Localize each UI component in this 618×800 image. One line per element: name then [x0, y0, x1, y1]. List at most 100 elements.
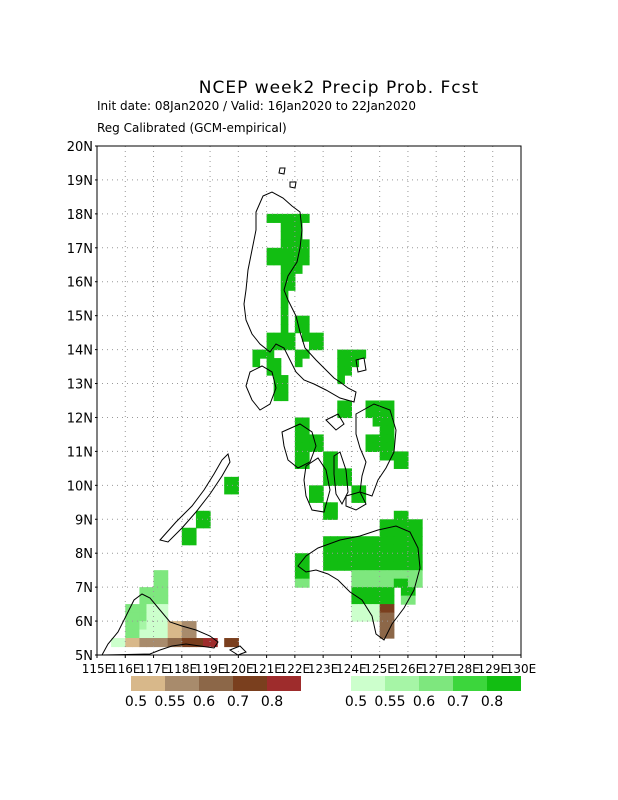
probability-cell	[316, 485, 324, 495]
probability-cell	[344, 476, 352, 486]
probability-cell	[372, 434, 381, 444]
probability-cell	[415, 536, 423, 546]
probability-cell	[139, 612, 148, 622]
probability-cell	[153, 629, 162, 639]
probability-cell	[351, 587, 360, 597]
probability-cell	[407, 578, 416, 588]
probability-cell	[294, 425, 303, 436]
probability-cell	[337, 358, 345, 368]
probability-cell	[294, 434, 303, 444]
probability-cell	[188, 629, 197, 639]
lat-tick-label: 5N	[75, 649, 93, 664]
probability-cell	[153, 570, 162, 580]
probability-cell	[415, 561, 423, 571]
probability-cell	[280, 230, 289, 240]
probability-cell	[146, 587, 155, 597]
lat-tick-label: 20N	[67, 140, 93, 155]
probability-cell	[351, 553, 360, 563]
negros-outline	[303, 457, 331, 513]
probability-cell	[407, 553, 416, 563]
probability-cell	[386, 442, 395, 452]
probability-cell	[294, 459, 303, 469]
probability-cell	[294, 349, 303, 359]
lon-tick-label: 116E	[110, 662, 141, 676]
probability-cell	[379, 612, 388, 622]
probability-cell	[393, 451, 402, 461]
probability-cell	[287, 230, 296, 240]
probability-cell	[301, 451, 310, 461]
probability-cell	[358, 578, 367, 588]
legend-swatch	[131, 676, 165, 691]
probability-cell	[287, 256, 296, 266]
probability-cell	[294, 230, 303, 240]
probability-cell	[174, 629, 183, 639]
probability-cell	[174, 638, 183, 648]
probability-cell	[252, 349, 261, 359]
probability-cell	[351, 349, 360, 359]
probability-cell	[330, 502, 338, 512]
palawan-outline	[159, 453, 231, 543]
probability-cell	[153, 612, 162, 622]
probability-cell	[139, 604, 148, 614]
lon-tick-label: 115E	[82, 662, 113, 676]
above-legend-label: 0.8	[480, 694, 504, 710]
probability-cell	[316, 332, 324, 342]
probability-cell	[379, 595, 388, 605]
probability-cell	[132, 604, 140, 614]
probability-cell	[323, 451, 331, 461]
probability-cells	[111, 213, 423, 648]
probability-cell	[301, 553, 310, 563]
probability-cell	[280, 332, 289, 342]
map-frame	[96, 145, 522, 656]
below-legend-label: 0.5	[124, 694, 148, 710]
probability-cell	[379, 587, 388, 597]
probability-cell	[280, 324, 289, 334]
probability-cell	[379, 544, 388, 554]
probability-cell	[393, 536, 402, 546]
probability-cell	[301, 213, 310, 223]
lat-tick-label: 7N	[75, 581, 93, 596]
probability-cell	[160, 638, 169, 648]
lon-tick-label: 123E	[308, 662, 339, 676]
probability-cell	[132, 621, 140, 631]
probability-cell	[344, 408, 352, 419]
probability-cell	[358, 570, 367, 580]
probability-cell	[407, 536, 416, 546]
probability-cell	[330, 476, 338, 486]
probability-cell	[287, 281, 296, 291]
above-legend-label: 0.55	[374, 694, 406, 710]
probability-cell	[379, 553, 388, 563]
probability-cell	[400, 536, 409, 546]
probability-cell	[400, 544, 409, 554]
probability-cell	[266, 341, 275, 351]
probability-cell	[379, 400, 388, 410]
probability-cell	[125, 612, 133, 622]
probability-cell	[400, 451, 409, 461]
probability-cell	[372, 595, 381, 605]
probability-cell	[273, 392, 282, 402]
probability-cell	[372, 417, 381, 427]
probability-cell	[386, 434, 395, 444]
probability-cell	[323, 536, 331, 546]
lon-tick-label: 119E	[195, 662, 226, 676]
probability-cell	[393, 570, 402, 580]
probability-cell	[266, 358, 275, 368]
probability-cell	[337, 366, 345, 376]
probability-cell	[365, 400, 374, 410]
probability-cell	[309, 434, 317, 444]
probability-cell	[280, 341, 289, 351]
probability-cell	[301, 570, 310, 580]
probability-cell	[372, 561, 381, 571]
probability-cell	[287, 341, 296, 351]
probability-cell	[358, 536, 367, 546]
legend-swatch	[385, 676, 419, 691]
probability-cell	[365, 434, 374, 444]
lon-tick-label: 124E	[336, 662, 367, 676]
probability-cell	[294, 451, 303, 461]
lon-tick-label: 121E	[251, 662, 282, 676]
probability-cell	[407, 561, 416, 571]
probability-cell	[231, 485, 239, 495]
probability-cell	[386, 587, 395, 597]
probability-cell	[365, 544, 374, 554]
